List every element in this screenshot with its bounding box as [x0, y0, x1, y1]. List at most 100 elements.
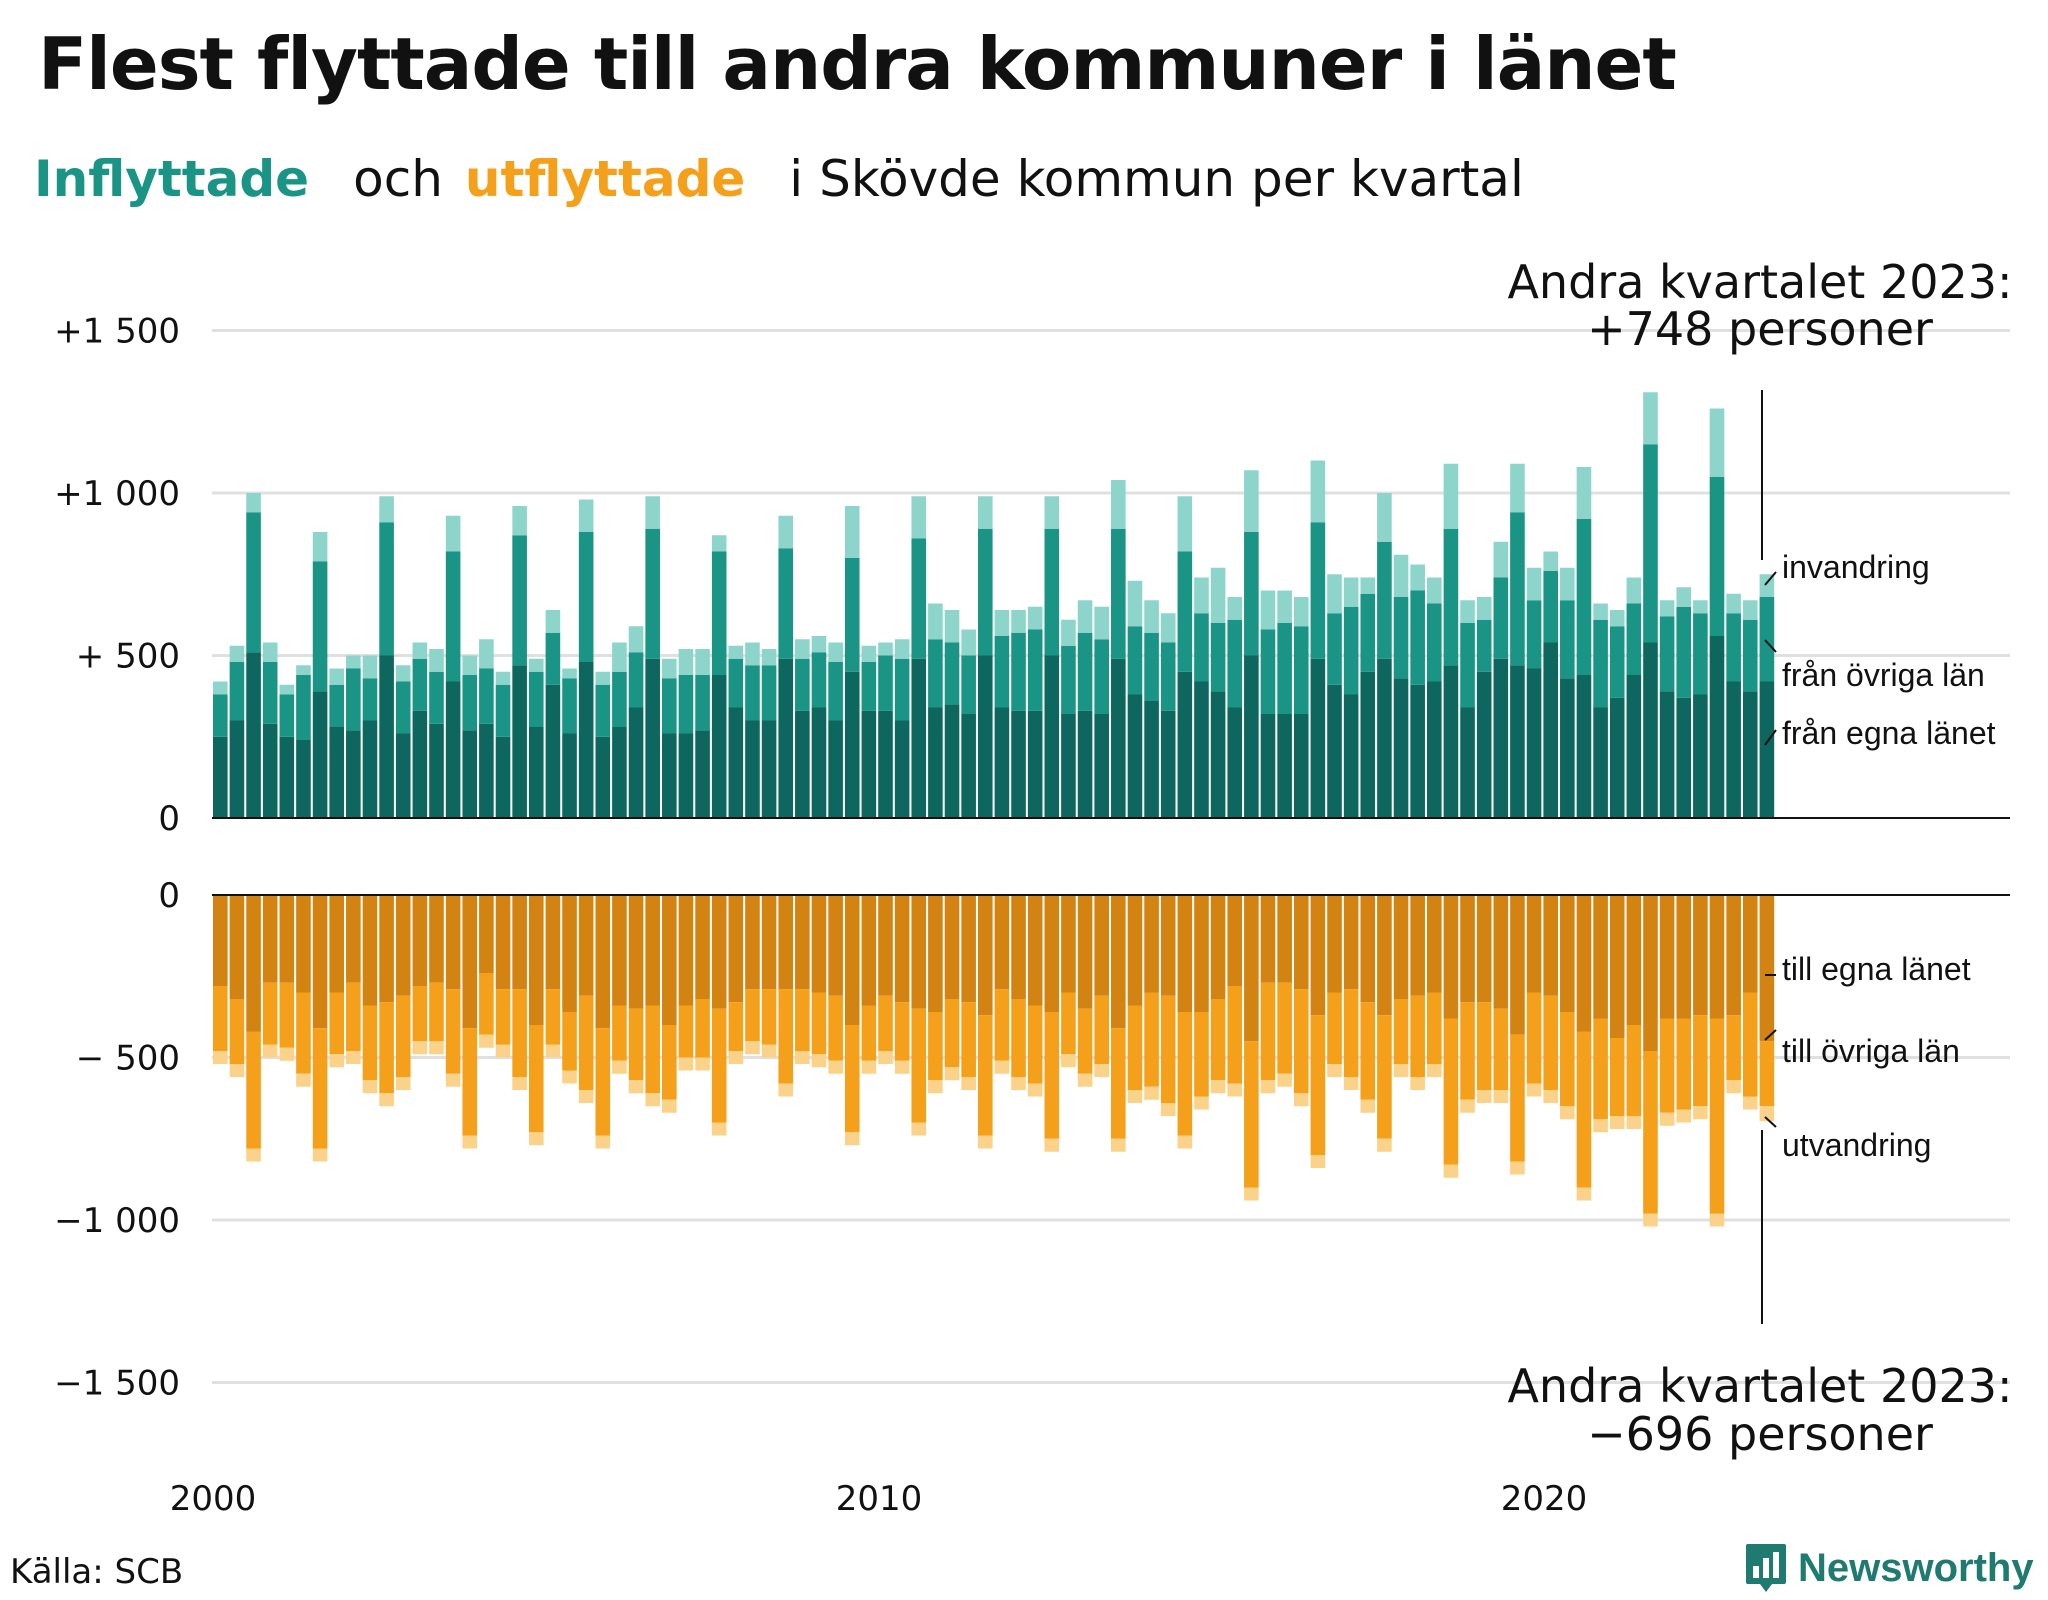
bar-out-till-övriga-län — [1310, 1015, 1326, 1155]
bar-out-utvandring — [1227, 1083, 1243, 1097]
bar-in-från-övriga-län — [1327, 613, 1342, 685]
bar-out-till-egna-länet — [279, 895, 295, 983]
bar-in-från-övriga-län — [346, 668, 361, 731]
bar-out-till-egna-länet — [1044, 895, 1060, 1012]
bar-out-till-egna-länet — [1177, 895, 1193, 1012]
bar-out-utvandring — [1560, 1106, 1575, 1120]
bar-out-utvandring — [1011, 1077, 1026, 1090]
bar-out-till-egna-länet — [1759, 895, 1775, 1042]
y-tick-label: −1 500 — [54, 1364, 180, 1404]
bar-out-utvandring — [1576, 1187, 1592, 1201]
bar-out-utvandring — [412, 1041, 428, 1055]
bar-in-från-övriga-län — [844, 558, 860, 672]
bar-out-till-övriga-län — [412, 986, 428, 1042]
series-label-out: utvandring — [1782, 1127, 1931, 1163]
bar-out-utvandring — [495, 1044, 511, 1058]
bar-out-utvandring — [994, 1060, 1010, 1074]
bar-out-till-övriga-län — [1011, 999, 1026, 1077]
chart-title: Flest flyttade till andra kommuner i län… — [38, 22, 1677, 106]
bar-in-från-övriga-län — [279, 694, 295, 737]
bar-in-invandring — [1260, 590, 1276, 630]
bar-in-från-egna-länet — [346, 730, 361, 818]
bar-out-till-övriga-län — [279, 982, 295, 1048]
bar-out-till-egna-länet — [412, 895, 428, 986]
bar-out-till-egna-länet — [595, 895, 611, 1029]
bar-in-från-egna-länet — [961, 714, 976, 818]
bar-in-invandring — [479, 639, 494, 669]
bar-out-till-övriga-län — [994, 989, 1010, 1061]
bar-out-till-egna-länet — [944, 895, 960, 999]
bar-out-till-egna-länet — [961, 895, 976, 1003]
bar-in-från-egna-länet — [445, 681, 461, 818]
bar-in-invandring — [1343, 577, 1359, 607]
bar-out-till-egna-länet — [1111, 895, 1126, 1029]
bar-out-till-egna-länet — [645, 895, 660, 1006]
bar-out-till-egna-länet — [811, 895, 827, 993]
bar-out-till-övriga-län — [695, 999, 710, 1058]
bar-in-från-övriga-län — [1360, 593, 1376, 672]
bar-out-till-övriga-län — [1027, 1005, 1043, 1084]
bar-in-från-egna-länet — [1460, 707, 1475, 818]
bar-out-till-egna-länet — [1194, 895, 1209, 1012]
bar-out-utvandring — [811, 1054, 827, 1068]
bar-out-till-egna-länet — [1693, 895, 1708, 1016]
bar-out-utvandring — [778, 1083, 794, 1097]
bar-in-invandring — [1742, 600, 1758, 620]
bar-out-till-övriga-län — [1144, 992, 1159, 1087]
bar-in-från-egna-länet — [878, 710, 893, 818]
bar-out-utvandring — [828, 1060, 843, 1074]
bar-in-från-egna-länet — [1111, 658, 1126, 818]
bar-out-till-egna-länet — [1260, 895, 1276, 983]
bar-out-utvandring — [1726, 1080, 1741, 1094]
bar-in-invandring — [1244, 470, 1259, 532]
bar-out-utvandring — [1177, 1135, 1193, 1149]
bar-out-utvandring — [595, 1135, 611, 1149]
bar-in-invandring — [279, 684, 295, 695]
inflow-bars — [213, 392, 1775, 818]
bar-in-från-övriga-län — [795, 658, 810, 711]
bar-in-från-övriga-län — [961, 655, 976, 714]
bar-in-från-övriga-län — [578, 532, 594, 662]
annotation-out-line1: Andra kvartalet 2023: — [1507, 1359, 2012, 1413]
bar-out-utvandring — [977, 1135, 993, 1149]
bar-out-till-övriga-län — [928, 1012, 943, 1081]
leader-line — [1764, 1116, 1777, 1128]
bar-out-till-egna-länet — [1027, 895, 1043, 1006]
bar-out-utvandring — [1360, 1099, 1376, 1113]
bar-in-från-övriga-län — [828, 662, 843, 721]
bar-out-till-egna-länet — [562, 895, 577, 1012]
bar-out-till-egna-länet — [1277, 895, 1292, 983]
bar-out-utvandring — [246, 1148, 261, 1162]
bar-in-från-övriga-län — [861, 662, 877, 711]
bar-out-till-övriga-län — [246, 1031, 261, 1149]
bar-in-från-egna-länet — [711, 675, 727, 818]
bar-out-till-övriga-län — [1077, 1008, 1093, 1074]
series-label-in: från egna länet — [1782, 715, 1996, 751]
series-label-out: till egna länet — [1782, 951, 1971, 987]
bar-in-invandring — [329, 668, 345, 685]
bar-out-utvandring — [1543, 1090, 1558, 1103]
bar-out-utvandring — [1510, 1161, 1525, 1175]
bar-in-från-övriga-län — [262, 662, 278, 724]
bar-out-till-egna-länet — [1659, 895, 1675, 1019]
bar-out-till-egna-länet — [329, 895, 345, 993]
bar-in-från-egna-länet — [1061, 714, 1076, 818]
bar-in-från-övriga-län — [894, 658, 910, 721]
source-note: Källa: SCB — [10, 1552, 184, 1592]
bar-out-utvandring — [1160, 1103, 1176, 1116]
bar-in-invandring — [1709, 408, 1725, 477]
bar-in-från-egna-länet — [695, 730, 710, 818]
bar-in-från-övriga-län — [678, 675, 694, 734]
bar-in-från-övriga-län — [395, 681, 411, 734]
bar-in-från-övriga-län — [512, 535, 527, 666]
bar-out-utvandring — [362, 1080, 378, 1094]
bar-out-till-egna-länet — [1560, 895, 1575, 1012]
bar-in-från-egna-länet — [1044, 655, 1060, 818]
bar-in-från-övriga-län — [711, 551, 727, 675]
bar-in-invandring — [545, 610, 561, 633]
bar-out-till-övriga-län — [728, 1002, 744, 1051]
bar-out-till-övriga-län — [662, 1025, 677, 1100]
bar-out-till-övriga-län — [1693, 1015, 1708, 1107]
bar-in-från-egna-länet — [1293, 714, 1309, 818]
bar-in-från-egna-länet — [1194, 681, 1209, 818]
